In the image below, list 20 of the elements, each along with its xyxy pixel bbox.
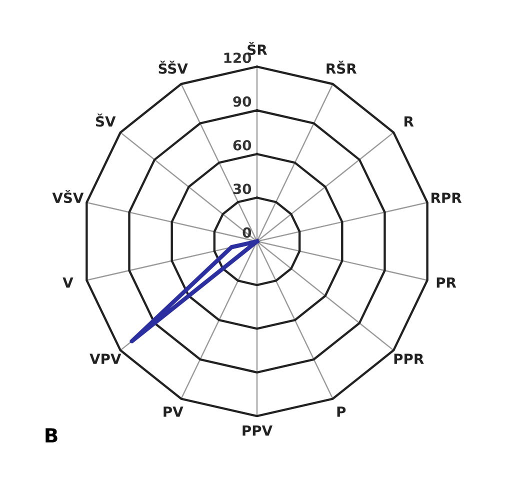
spoke-label: RPR [432,192,462,203]
text: B [46,428,58,442]
spoke-label: VŠV [52,190,84,204]
spoke-label: RŠR [326,60,357,74]
y-tick-label: 0 [242,227,252,238]
spoke-label: ŠV [96,114,116,127]
spoke-label: P [337,406,346,417]
spoke-label: PPR [394,354,424,364]
spoke-label: VPV [90,354,122,364]
spoke-label: PR [436,277,456,288]
spoke-label: R [404,116,414,126]
spoke-label: ŠŠV [158,60,188,74]
spoke-label: V [62,277,74,288]
spoke-label: ŠR [248,42,268,55]
y-tick-label: 120 [224,52,252,64]
y-tick-label: 90 [233,96,252,107]
y-tick-label: 30 [233,184,252,194]
y-tick-label: 60 [233,140,252,150]
spoke-label: PV [164,406,184,417]
spoke-label: PPV [242,426,272,436]
